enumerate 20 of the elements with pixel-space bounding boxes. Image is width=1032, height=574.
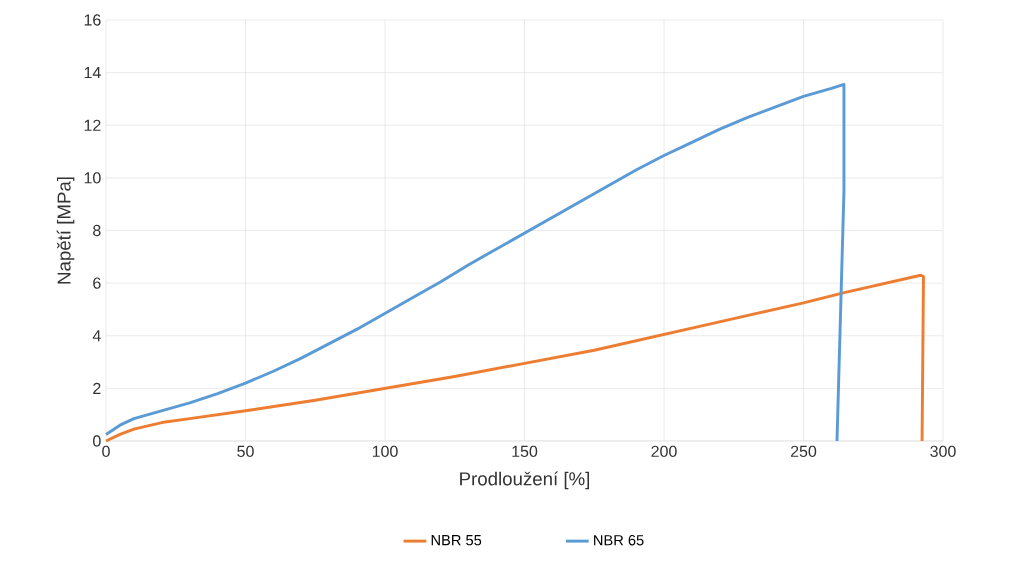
y-tick-label: 10	[84, 172, 101, 184]
y-tick-label: 16	[84, 14, 101, 26]
x-axis-title: Prodloužení [%]	[460, 471, 590, 490]
y-tick-label: 8	[93, 224, 101, 237]
x-tick-label: 150	[512, 445, 538, 458]
y-tick-label: 12	[84, 119, 101, 131]
y-tick-label: 0	[93, 435, 101, 447]
x-tick-label: 300	[930, 445, 956, 458]
y-tick-label: 6	[93, 277, 101, 289]
x-tick-label: 250	[790, 445, 817, 458]
y-tick-label: 4	[92, 330, 101, 342]
legend-label: NBR 65	[594, 535, 644, 546]
x-tick-label: 0	[102, 445, 110, 458]
y-tick-label: 14	[84, 67, 101, 79]
legend-label: NBR 55	[431, 535, 482, 546]
y-tick-label: 2	[93, 382, 101, 394]
x-tick-label: 100	[372, 445, 398, 458]
x-tick-label: 200	[651, 445, 677, 458]
y-axis-title: Napětí [MPa]	[56, 177, 75, 284]
x-tick-label: 50	[237, 445, 254, 458]
